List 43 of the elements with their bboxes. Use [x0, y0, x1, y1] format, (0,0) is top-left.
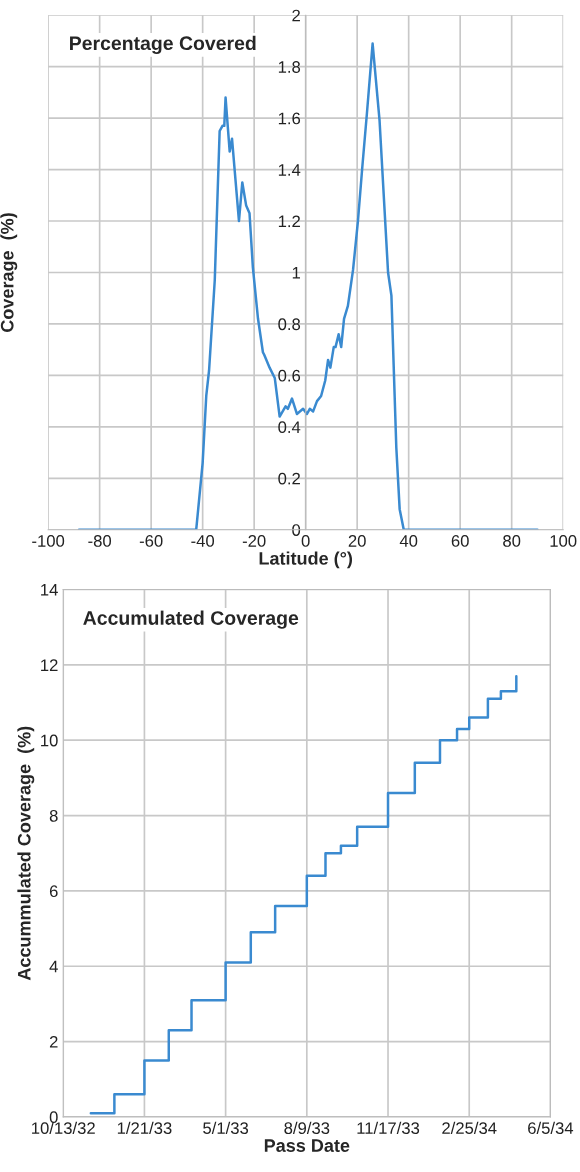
x-tick-label: 60: [451, 535, 469, 547]
y-axis-title: Coverage (%): [0, 213, 18, 332]
y-tick-label: 14: [41, 584, 58, 596]
y-tick-label: 6: [49, 885, 58, 898]
y-tick-label: 0.2: [278, 472, 300, 485]
y-tick-label: 1.8: [278, 61, 301, 73]
y-axis-title: Accummulated Coverage (%): [17, 726, 35, 981]
y-tick-label: 0.8: [278, 318, 301, 331]
x-tick-label: 2/25/34: [442, 1121, 497, 1135]
x-axis-title: Latitude (°): [259, 551, 352, 569]
y-tick-label: 1.2: [278, 215, 300, 228]
text: Percentage Covered: [70, 35, 256, 55]
x-tick-label: 5/1/33: [203, 1121, 249, 1135]
y-tick-label: 2: [292, 9, 300, 22]
y-tick-label: 0.4: [278, 421, 301, 434]
x-tick-label: -60: [139, 535, 163, 547]
y-tick-label: 0: [49, 1111, 58, 1124]
y-tick-label: 8: [49, 809, 58, 822]
y-tick-label: 0.6: [278, 369, 301, 382]
y-tick-label: 4: [49, 960, 58, 973]
y-tick-label: 10: [41, 734, 58, 747]
x-tick-label: 100: [550, 535, 577, 547]
x-tick-label: 8/9/33: [284, 1121, 330, 1135]
x-tick-label: 20: [348, 535, 366, 547]
x-tick-label: 10/13/32: [32, 1121, 95, 1135]
y-tick-label: 1: [292, 267, 300, 279]
x-tick-label: 40: [399, 535, 418, 547]
x-tick-label: -100: [32, 535, 65, 547]
x-tick-label: -20: [242, 535, 266, 547]
x-tick-label: -40: [191, 535, 215, 547]
x-tick-label: 6/5/34: [528, 1121, 574, 1135]
y-tick-label: 1.4: [278, 164, 301, 176]
y-tick-label: 12: [41, 659, 58, 671]
text: Accumulated Coverage: [83, 610, 299, 629]
x-tick-label: 11/17/33: [357, 1121, 420, 1135]
y-tick-label: 1.6: [278, 112, 301, 125]
y-tick-label: 0: [292, 524, 301, 536]
x-tick-label: 0: [301, 535, 310, 547]
x-tick-label: -80: [88, 535, 112, 547]
y-tick-label: 2: [49, 1035, 58, 1048]
x-axis-title: Pass Date: [264, 1139, 350, 1152]
x-tick-label: 80: [503, 535, 521, 547]
x-tick-label: 1/21/33: [117, 1121, 172, 1135]
